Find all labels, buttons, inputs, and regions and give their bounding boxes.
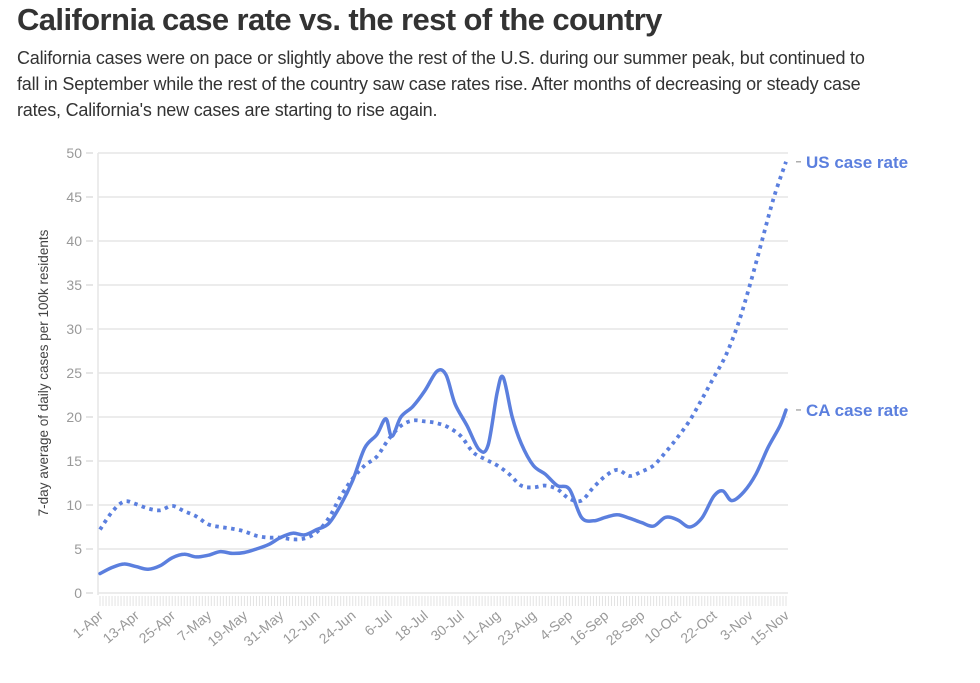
us-case-rate-line xyxy=(98,161,788,542)
chart-title: California case rate vs. the rest of the… xyxy=(17,2,662,37)
x-tick-label: 19-May xyxy=(204,607,250,649)
y-tick-label: 5 xyxy=(74,541,82,557)
y-tick-label: 35 xyxy=(66,277,82,293)
x-tick-label: 23-Aug xyxy=(494,607,539,648)
y-axis: 0 5 10 15 20 25 30 35 40 45 50 xyxy=(66,145,93,601)
x-tick-label: 6-Jul xyxy=(361,607,395,639)
y-tick-label: 15 xyxy=(66,453,82,469)
y-tick-label: 45 xyxy=(66,189,82,205)
x-tick-label: 31-May xyxy=(240,607,286,649)
y-tick-label: 0 xyxy=(74,585,82,601)
chart-subtitle: California cases were on pace or slightl… xyxy=(17,48,865,120)
y-axis-title: 7-day average of daily cases per 100k re… xyxy=(36,229,51,516)
us-case-rate-label: US case rate xyxy=(806,153,908,172)
y-tick-label: 10 xyxy=(66,497,82,513)
x-tick-label: 22-Oct xyxy=(677,607,720,646)
x-tick-label: 16-Sep xyxy=(567,607,612,648)
y-tick-label: 20 xyxy=(66,409,82,425)
gridlines xyxy=(97,152,788,595)
y-tick-label: 50 xyxy=(66,145,82,161)
x-tick-label: 12-Jun xyxy=(279,607,322,647)
y-tick-label: 30 xyxy=(66,321,82,337)
x-tick-label: 24-Jun xyxy=(316,607,359,647)
series-lines xyxy=(98,161,788,576)
x-tick-label: 18-Jul xyxy=(391,607,431,644)
x-tick-label: 10-Oct xyxy=(641,607,684,646)
x-tick-label: 15-Nov xyxy=(747,607,792,648)
x-tick-label: 25-Apr xyxy=(136,607,179,646)
y-tick-label: 25 xyxy=(66,365,82,381)
ca-case-rate-line xyxy=(98,368,788,576)
series-labels: US case rate CA case rate xyxy=(796,153,908,420)
x-tick-label: 13-Apr xyxy=(100,607,143,646)
ca-case-rate-label: CA case rate xyxy=(806,401,908,420)
x-axis: 1-Apr13-Apr25-Apr7-May19-May31-May12-Jun… xyxy=(69,596,792,649)
x-tick-label: 11-Aug xyxy=(459,607,503,648)
y-tick-label: 40 xyxy=(66,233,82,249)
x-tick-label: 28-Sep xyxy=(603,607,648,648)
